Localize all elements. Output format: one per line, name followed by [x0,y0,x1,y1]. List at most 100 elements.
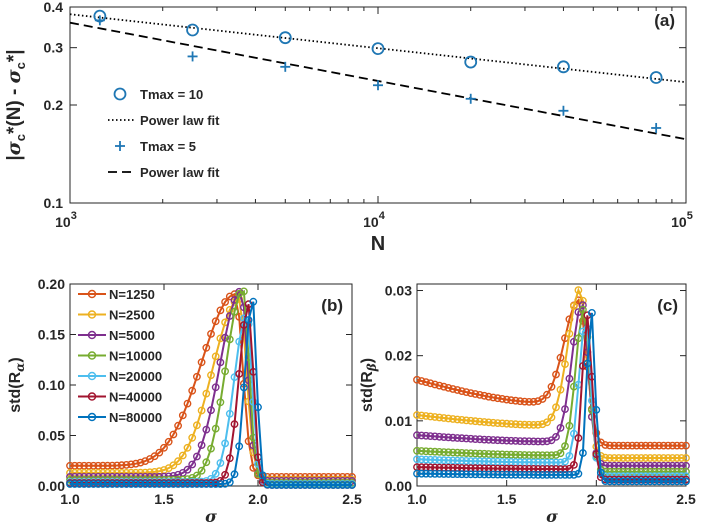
panel-c-data-point [605,477,614,486]
panel-c-data-point [417,377,426,385]
panel-c-data-point [637,454,646,462]
panel-c-data-point [484,450,493,458]
panel-b-y-tick-label: 0.20 [38,276,65,292]
panel-c-data-point [448,415,457,423]
panel-b-data-point [122,460,131,469]
panel-b-data-point [197,480,206,488]
panel-b-data-point [192,452,201,461]
panel-c-data-point [565,451,574,460]
panel-c-data-point [659,441,668,450]
panel-b-y-tick-label: 0.15 [38,327,65,343]
panel-c-data-point [628,467,637,476]
panel-c-data-point [484,418,493,427]
panel-b-y-tick-label: 0.05 [38,428,65,444]
panel-c-data-point [673,454,681,462]
panel-c-data-point [543,390,551,399]
panel-c-data-point [632,477,641,486]
panel-c-data-point [673,441,681,450]
panel-b-data-point [221,439,230,448]
panel-a-label: (a) [654,11,675,30]
panel-a-legend-entry: Power law fit [108,113,220,128]
panel-c-data-point [632,454,641,462]
panel-c-data-point [574,469,583,478]
panel-b-y-tick-label: 0.10 [38,377,65,393]
panel-c-data-point [538,437,547,446]
panel-c-data-point [507,396,515,405]
panel-c-data-point [673,467,681,476]
panel-c-data-point [466,449,475,458]
panel-b-x-tick-label: 2.0 [248,491,268,507]
panel-b-data-point [150,467,159,476]
panel-b-data-point [216,398,225,407]
panel-b-data-point [305,481,314,489]
panel-c-data-point [453,456,462,465]
panel-a-plus-point [651,122,662,133]
panel-b-data-point [216,459,225,467]
panel-c-y-tick-label: 0.02 [385,348,412,364]
panel-c-data-point [511,396,520,405]
panel-a-plus-point [187,51,198,62]
panel-c-data-point [498,450,507,459]
panel-c-data-point [439,433,448,441]
panel-b-data-point [155,467,164,476]
panel-c-data-point [489,393,498,402]
panel-c-data-point [413,469,421,478]
panel-c-data-point [610,477,619,486]
panel-b-data-point [94,480,103,488]
panel-a-plus-point [465,93,476,104]
panel-b-data-point [99,480,107,488]
panel-b-data-point [197,358,206,367]
panel-b-data-point [239,383,248,392]
panel-c-data-point [579,449,587,457]
panel-c-data-point [538,451,547,460]
panel-c-data-point [426,455,435,464]
panel-c-data-point [650,454,659,462]
panel-c-data-point [529,470,538,479]
panel-c-data-point [668,454,677,462]
panel-b-data-point [174,421,183,430]
panel-b-data-point [211,424,220,433]
panel-c-data-point [480,435,489,444]
panel-c-data-point [417,455,426,464]
panel-b-data-point [75,461,84,470]
panel-c-data-point [426,447,435,456]
panel-c-data-point [422,431,430,440]
panel-c-data-point [556,449,565,458]
panel-b-data-point [84,480,93,488]
panel-c-data-point [623,477,632,486]
panel-b-data-point [192,480,201,488]
panel-c-data-point [682,477,690,486]
panel-c-data-point [668,477,677,486]
panel-c-data-point [520,470,529,479]
panel-c-data-point [673,477,681,486]
panel-b-data-point [249,297,258,306]
panel-c-data-point [655,477,663,486]
panel-c-data-point [439,470,448,478]
panel-a-y-tick-label: 0.3 [44,40,64,56]
panel-c-data-point [520,397,529,406]
panel-c-data-point [475,470,484,479]
panel-a-y-tick-label: 0.1 [44,195,64,211]
panel-c-data-point [466,457,475,465]
panel-c-data-point [682,454,690,462]
panel-b-data-point [108,480,117,488]
panel-c-data-point [475,417,484,426]
panel-c-data-point [579,301,587,309]
panel-c-data-point [529,397,538,406]
panel-c-data-point [538,420,547,429]
panel-c-data-point [579,305,587,314]
panel-c-data-point [682,467,690,476]
panel-c-data-point [538,470,547,479]
panel-c-data-point [565,329,574,338]
panel-c-data-point [664,454,672,462]
panel-c-y-tick-label: 0.01 [385,413,412,429]
panel-b-data-point [211,480,220,488]
svg-text:N=5000: N=5000 [109,328,155,343]
panel-c-data-point [632,467,641,476]
panel-b-data-point [216,480,225,488]
panel-c-data-point [466,416,475,425]
panel-c-data-point [677,454,686,462]
panel-c-data-point [466,470,475,479]
panel-c-data-point [484,392,493,401]
panel-c-data-point [520,451,529,459]
